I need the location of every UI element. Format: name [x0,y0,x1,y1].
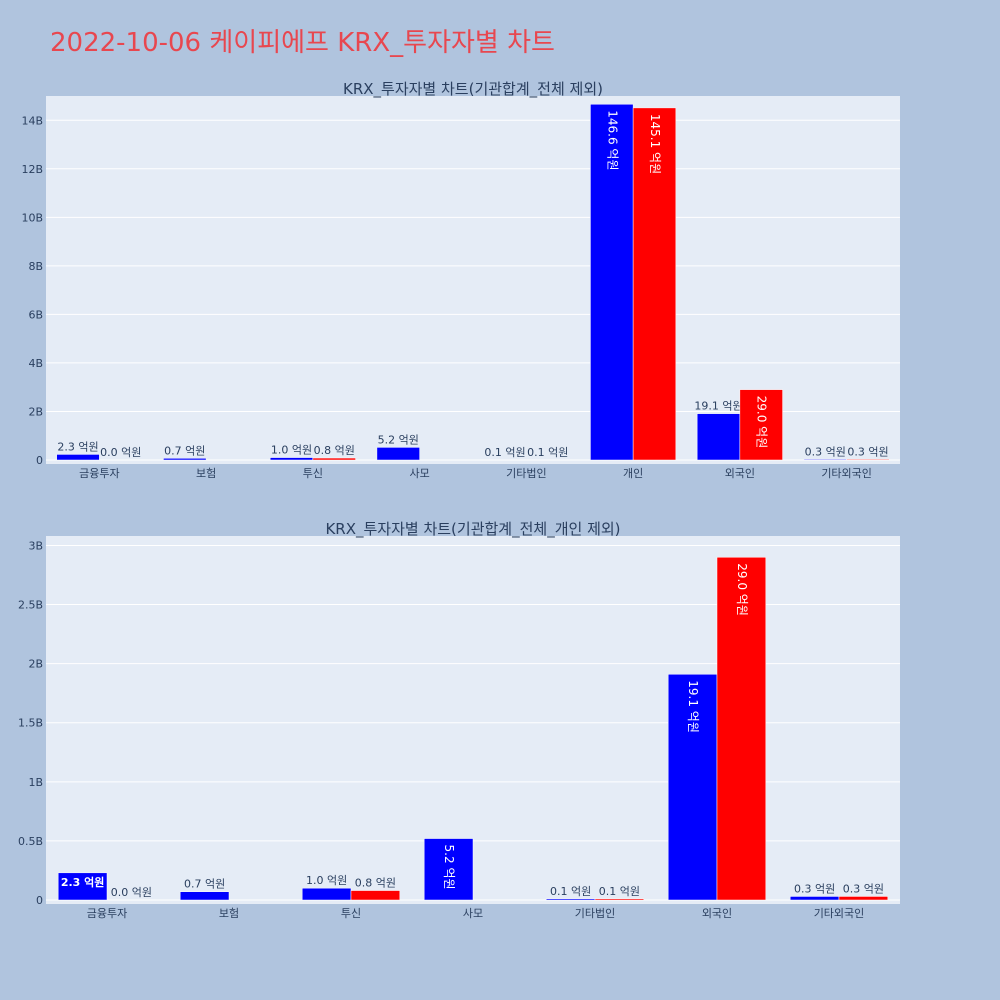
y-tick-label: 6B [28,308,43,321]
y-tick-label: 1.5B [18,717,43,730]
bar [696,413,741,461]
data-label: 5.2 억원 [442,845,456,890]
x-tick-label: 개인 [623,467,643,480]
data-label: 0.3 억원 [805,445,846,458]
y-tick-label: 14B [21,114,43,127]
bar [350,890,401,901]
x-tick-label: 기타외국인 [821,467,872,480]
y-tick-label: 2.5B [18,599,43,612]
bar [269,457,314,461]
data-label: 29.0 억원 [755,396,769,449]
page-title: 2022-10-06 케이피에프 KRX_투자자별 차트 [50,28,555,58]
data-label: 0.8 억원 [314,444,355,457]
bar [301,887,352,901]
x-tick-label: 투신 [303,467,323,480]
y-tick-label: 8B [28,260,43,273]
data-label: 0.0 억원 [100,446,141,459]
data-label: 0.1 억원 [599,885,640,898]
y-tick-label: 2B [28,405,43,418]
x-tick-label: 금융투자 [87,907,127,920]
data-label: 146.6 억원 [605,110,619,170]
data-label: 1.0 억원 [306,874,347,887]
bar [179,891,230,901]
bar [838,896,889,901]
data-label: 2.3 억원 [61,875,105,889]
data-label: 0.1 억원 [550,885,591,898]
data-label: 2.3 억원 [57,440,98,453]
data-label: 0.7 억원 [164,444,205,457]
y-tick-label: 0 [36,454,43,467]
y-tick-label: 2B [28,658,43,671]
y-tick-label: 12B [21,163,43,176]
bar [667,674,718,901]
bar [312,457,356,461]
data-label: 0.1 억원 [527,446,568,459]
bar [163,458,207,461]
x-tick-label: 기타외국인 [814,907,865,920]
bar [376,447,420,461]
bar [846,459,890,461]
x-tick-label: 사모 [463,907,483,920]
y-tick-label: 0.5B [18,835,43,848]
y-tick-label: 0 [36,894,43,907]
data-label: 19.1 억원 [686,680,700,733]
data-label: 0.0 억원 [111,886,152,899]
bar [57,872,108,901]
chart-title: KRX_투자자별 차트(기관합계_전체 제외) [343,80,603,99]
data-label: 145.1 억원 [648,114,662,174]
bar [594,898,645,901]
y-tick-label: 3B [28,539,43,552]
x-tick-label: 보험 [219,907,239,920]
data-label: 5.2 억원 [378,433,419,446]
data-label: 1.0 억원 [271,444,312,457]
bar [545,898,596,901]
data-label: 0.3 억원 [794,882,835,895]
data-label: 0.7 억원 [184,878,225,891]
data-label: 0.1 억원 [484,446,525,459]
x-tick-label: 기타법인 [575,907,615,920]
x-tick-label: 금융투자 [79,467,119,480]
y-tick-label: 4B [28,357,43,370]
chart-2: 0 0.5B 1B 1.5B 2B 2.5B 3B KRX_투자자별 차트(기관합계_전체_개… [18,520,900,920]
bar [803,459,847,461]
chart-1: 0 2B 4B 6B 8B 10B 12B 14B KRX_투자자별 차트(기관합계_전체 제외… [21,80,900,480]
x-tick-label: 외국인 [725,467,755,480]
bar [739,389,783,461]
x-tick-label: 보험 [196,467,216,480]
data-label: 0.3 억원 [843,882,884,895]
y-tick-label: 1B [28,776,43,789]
data-label: 0.8 억원 [355,877,396,890]
x-tick-label: 투신 [341,907,361,920]
x-tick-label: 기타법인 [506,467,546,480]
data-label: 29.0 억원 [735,563,749,616]
x-tick-label: 외국인 [702,907,732,920]
bar [56,454,100,461]
bar [423,838,474,901]
bar [632,107,677,461]
y-tick-label: 10B [21,211,43,224]
bar [716,557,767,901]
bar [789,896,840,901]
chart-title: KRX_투자자별 차트(기관합계_전체_개인 제외) [325,520,620,539]
data-label: 0.3 억원 [847,445,888,458]
data-label: 19.1 억원 [694,400,742,413]
x-tick-label: 사모 [410,467,430,480]
